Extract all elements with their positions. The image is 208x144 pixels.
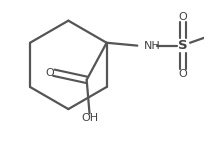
Text: O: O (178, 69, 187, 79)
Text: O: O (178, 12, 187, 22)
Text: O: O (45, 68, 54, 78)
Text: OH: OH (81, 113, 98, 123)
Text: NH: NH (144, 41, 160, 51)
Text: S: S (178, 39, 188, 52)
